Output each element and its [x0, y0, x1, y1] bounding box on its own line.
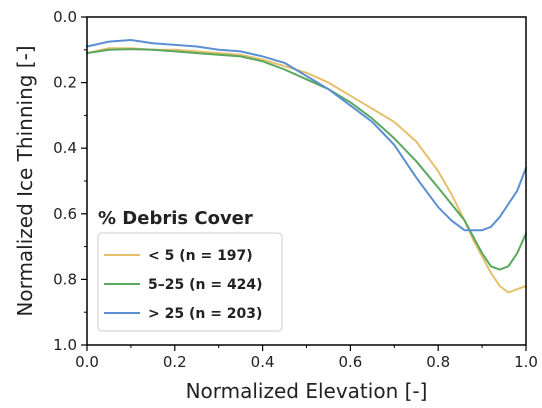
legend-label-2: 5–25 (n = 424): [148, 277, 263, 293]
x-tick-label: 0.2: [163, 353, 187, 371]
series-line-3: [86, 39, 527, 232]
y-tick-label: 1.0: [53, 336, 77, 354]
legend-label-3: > 25 (n = 203): [148, 306, 262, 322]
y-tick-label: 0.0: [53, 8, 77, 26]
y-tick-label: 0.2: [53, 74, 77, 92]
legend-label-1: < 5 (n = 197): [148, 248, 253, 264]
x-tick-label: 0.6: [338, 353, 362, 371]
legend-items: < 5 (n = 197) 5–25 (n = 424) > 25 (n = 203…: [104, 248, 263, 322]
y-axis-label: Normalized Ice Thinning [-]: [13, 45, 37, 316]
y-tick-label: 0.6: [53, 205, 77, 223]
series-lines: [86, 39, 527, 294]
legend: % Debris Cover < 5 (n = 197) 5–25 (n = 42…: [97, 208, 283, 332]
plot-frame: [86, 16, 527, 346]
y-tick-label: 0.8: [53, 270, 77, 288]
x-tick-label: 0.8: [426, 353, 450, 371]
series-line-2: [86, 48, 527, 271]
x-tick-label: 0.0: [75, 353, 99, 371]
x-axis-label: Normalized Elevation [-]: [186, 379, 428, 403]
series-line-1: [86, 47, 527, 294]
axis-ticks: 0.0 0.2 0.4 0.6 0.8 1.00.00.20.40.60.81.0: [53, 8, 538, 371]
legend-box: [97, 232, 283, 332]
x-tick-label: 0.4: [251, 353, 275, 371]
legend-title: % Debris Cover: [98, 208, 253, 229]
x-tick-label: 1.0: [514, 353, 538, 371]
y-tick-label: 0.4: [53, 139, 77, 157]
